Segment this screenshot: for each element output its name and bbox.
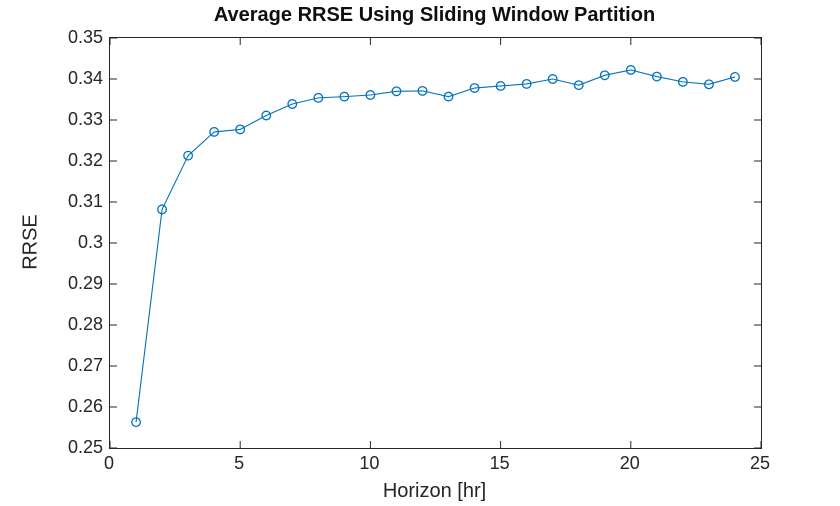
data-point-marker xyxy=(703,79,714,90)
data-point-marker xyxy=(209,126,220,137)
data-point-marker xyxy=(391,86,402,97)
y-tick-label: 0.3 xyxy=(77,232,103,252)
x-axis-label: Horizon [hr] xyxy=(382,480,487,502)
data-point-marker xyxy=(131,417,141,428)
x-tick-label: 0 xyxy=(103,453,114,473)
y-tick-label: 0.35 xyxy=(67,27,103,47)
data-point-marker xyxy=(599,70,610,81)
chart-title: Average RRSE Using Sliding Window Partit… xyxy=(213,4,656,26)
data-point-marker xyxy=(157,204,168,215)
y-tick-label: 0.26 xyxy=(67,396,103,416)
y-tick-label: 0.34 xyxy=(67,68,103,88)
y-tick-label: 0.25 xyxy=(67,437,103,457)
y-axis-label: RRSE xyxy=(19,214,42,270)
data-point-marker xyxy=(625,65,636,75)
data-point-marker xyxy=(651,71,662,82)
data-point-marker xyxy=(313,92,324,103)
data-point-marker xyxy=(365,90,376,100)
data-point-marker xyxy=(677,76,688,87)
data-point-marker xyxy=(183,150,194,161)
x-tick-label: 5 xyxy=(234,453,245,473)
data-point-marker xyxy=(521,78,532,89)
y-tick-label: 0.29 xyxy=(67,273,103,293)
data-point-marker xyxy=(339,91,350,102)
data-line xyxy=(135,69,736,423)
data-point-marker xyxy=(469,83,480,93)
line-series-plot xyxy=(110,38,761,448)
data-point-marker xyxy=(287,99,298,109)
data-point-marker xyxy=(261,110,272,121)
data-point-marker xyxy=(417,85,428,96)
data-point-marker xyxy=(547,74,558,84)
data-point-marker xyxy=(495,81,506,91)
x-tick-label: 20 xyxy=(619,453,640,473)
y-tick-label: 0.33 xyxy=(67,109,103,129)
y-tick-label: 0.28 xyxy=(67,314,103,334)
y-tick-label: 0.32 xyxy=(67,150,103,170)
data-point-marker xyxy=(443,91,454,102)
x-tick-label: 25 xyxy=(749,453,771,473)
data-point-marker xyxy=(730,72,740,82)
y-tick-label: 0.31 xyxy=(67,191,103,211)
data-point-marker xyxy=(235,124,246,135)
data-point-marker xyxy=(573,80,584,91)
x-tick-label: 15 xyxy=(489,453,510,473)
y-tick-label: 0.27 xyxy=(67,355,103,375)
plot-area xyxy=(109,37,762,449)
x-tick-label: 10 xyxy=(359,453,380,473)
